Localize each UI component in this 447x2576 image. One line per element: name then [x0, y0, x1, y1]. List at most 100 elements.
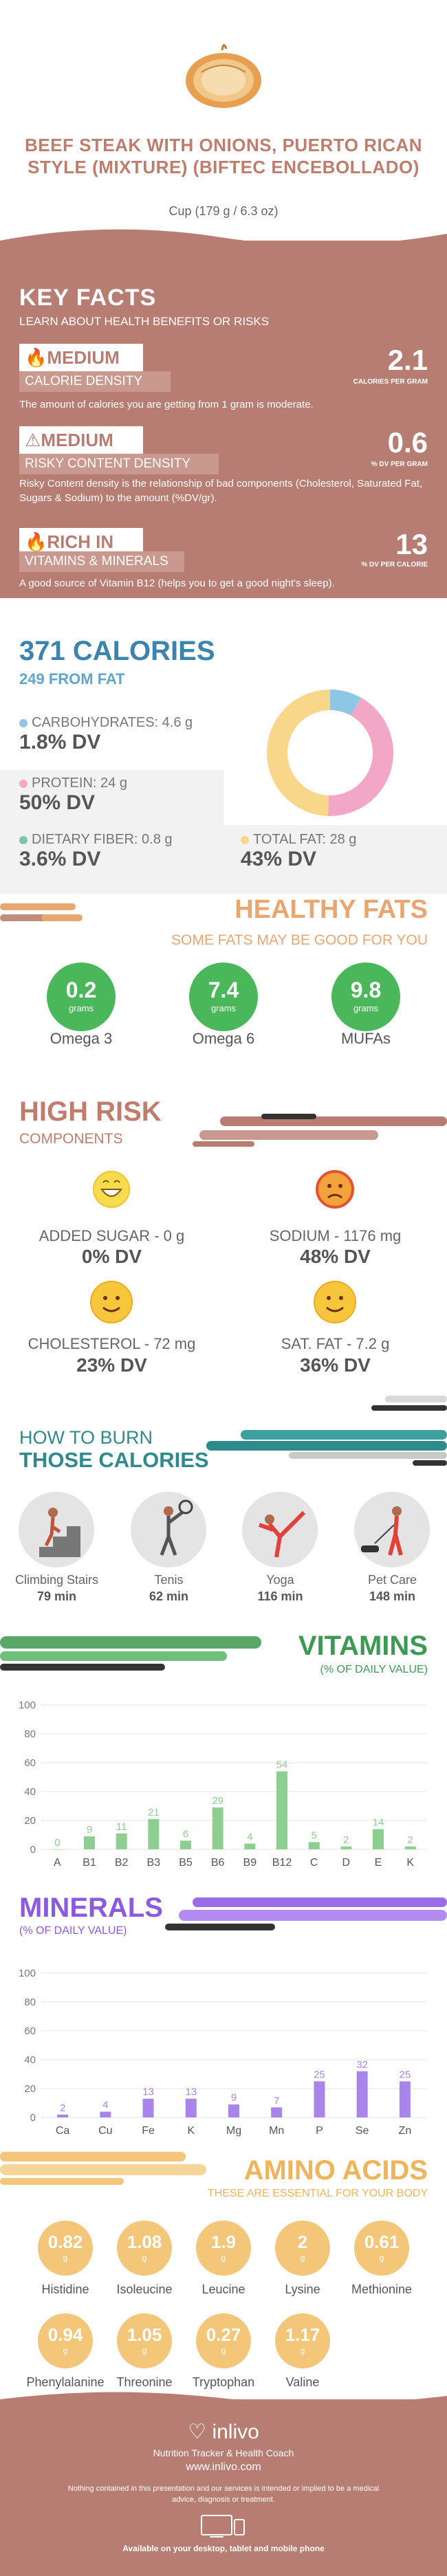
mineral-value-label: 4: [102, 2100, 108, 2111]
vitamin-value-label: 21: [148, 1807, 160, 1818]
mineral-value-label: 2: [60, 2102, 65, 2114]
vitamin-category-label: B5: [179, 1857, 193, 1869]
fiber-dv: 3.6% DV: [19, 848, 101, 870]
amino-label-histidine: Histidine: [41, 2282, 89, 2296]
mineral-bar: [228, 2104, 239, 2117]
vitamin-bar: [340, 1846, 352, 1849]
heart-icon: ♡: [188, 2421, 207, 2443]
yoga-icon: [242, 1492, 318, 1567]
mineral-ytick-label: 20: [24, 2083, 36, 2095]
donut-slice-fat: [266, 690, 330, 816]
tennis-icon: [131, 1492, 206, 1567]
amino-label-threonine: Threonine: [116, 2375, 173, 2389]
burn-title-2: THOSE CALORIES: [19, 1448, 209, 1472]
calorie-density-unit: CALORIES PER GRAM: [353, 378, 428, 386]
warning-icon: ⚠: [25, 430, 41, 450]
vitamin-category-label: A: [54, 1857, 61, 1869]
mineral-category-label: Zn: [399, 2125, 412, 2137]
mineral-ytick-label: 100: [19, 1968, 36, 1979]
page-title: BEEF STEAK WITH ONIONS, PUERTO RICAN STY…: [25, 135, 422, 177]
vitamins-stripes: [0, 1636, 261, 1671]
vitamins-bar-chart: 0 20 40 60 80 100 0 A 9 B1 11 B2 21 B3 6 B5 29 B6 4 B9 54 B12…: [19, 1699, 426, 1869]
amino-stripes: [0, 2152, 206, 2185]
mineral-value-label: 13: [185, 2087, 197, 2098]
onion-image: [186, 44, 261, 108]
risk-stripes: [193, 1114, 447, 1147]
vitamin-bar: [276, 1771, 287, 1849]
amino-title: AMINO ACIDS: [243, 2155, 428, 2186]
fat-dv: 43% DV: [241, 848, 317, 870]
vitamin-ytick-label: 60: [24, 1757, 36, 1769]
amino-subtitle: THESE ARE ESSENTIAL FOR YOUR BODY: [207, 2188, 428, 2199]
mineral-value-label: 9: [231, 2092, 237, 2104]
risky-content-desc: Risky Content density is the relationshi…: [19, 478, 423, 504]
vitamins-subtitle: (% OF DAILY VALUE): [320, 1664, 428, 1675]
smile-face-icon: [314, 1281, 356, 1323]
smile-face-icon: [90, 1281, 133, 1323]
pet-care-value: 148 min: [369, 1589, 416, 1603]
vitamin-value-label: 2: [343, 1834, 349, 1846]
high-risk-title: HIGH RISK: [19, 1097, 162, 1127]
calorie-density-value: 2.1: [387, 344, 428, 376]
vitamin-category-label: B3: [147, 1857, 161, 1869]
risky-content-value: 0.6: [387, 426, 428, 459]
calories-title: 371 CALORIES: [19, 636, 215, 666]
donut-slice-protein: [327, 697, 393, 816]
tennis-label: Tenis: [154, 1573, 184, 1587]
vitamin-bar: [180, 1840, 191, 1849]
mineral-bar: [399, 2081, 411, 2117]
minerals-stripes: [165, 1897, 447, 1930]
footer-wave: [0, 2392, 447, 2413]
vitamins-minerals-label: VITAMINS & MINERALS: [19, 551, 184, 572]
mufa-label: MUFAs: [340, 1030, 391, 1047]
vitamins-minerals-value: 13: [395, 528, 428, 560]
key-facts-section: KEY FACTS LEARN ABOUT HEALTH BENEFITS OR…: [0, 229, 447, 598]
burn-title-1: HOW TO BURN: [19, 1427, 153, 1448]
vitamin-bar: [148, 1818, 160, 1849]
footer-url[interactable]: www.inlivo.com: [186, 2461, 261, 2473]
vitamin-value-label: 2: [407, 1834, 413, 1846]
stairs-label: Climbing Stairs: [14, 1573, 99, 1587]
devices-icon: [201, 2515, 245, 2538]
vitamin-category-label: C: [310, 1857, 318, 1869]
vitamins-title: VITAMINS: [298, 1631, 428, 1661]
amino-circle-histidine: 0.82 g: [38, 2221, 93, 2276]
vitamin-bar: [116, 1833, 127, 1849]
amino-circle-phenylalanine: 0.94 g: [38, 2313, 93, 2368]
sad-face-icon: [316, 1170, 354, 1209]
vitamin-value-label: 54: [276, 1759, 288, 1771]
mineral-ytick-label: 0: [30, 2112, 36, 2124]
cholesterol-dv: 23% DV: [76, 1354, 147, 1376]
mineral-bar: [271, 2107, 283, 2117]
calorie-density-level: 🔥MEDIUM: [19, 344, 143, 371]
mineral-category-label: K: [187, 2125, 195, 2137]
vitamin-value-label: 11: [116, 1821, 127, 1833]
vitamin-ytick-label: 100: [19, 1699, 36, 1711]
vitamin-value-label: 0: [54, 1837, 60, 1849]
high-risk-subtitle: COMPONENTS: [19, 1131, 123, 1147]
vitamin-value-label: 14: [373, 1817, 384, 1829]
vitamin-ytick-label: 20: [24, 1815, 36, 1827]
calorie-density-label: CALORIE DENSITY: [19, 371, 171, 392]
cholesterol-label: CHOLESTEROL - 72 mg: [28, 1335, 196, 1352]
vitamin-bar: [84, 1836, 95, 1849]
flame-icon: 🔥: [25, 531, 47, 552]
vitamin-category-label: B12: [272, 1857, 292, 1869]
mineral-ytick-label: 60: [24, 2025, 36, 2037]
mineral-category-label: Cu: [98, 2125, 112, 2137]
wave-divider: [0, 229, 447, 261]
amino-circle-valine: 1.17 g: [275, 2313, 330, 2368]
mineral-ytick-label: 80: [24, 1996, 36, 2008]
minerals-subtitle: (% OF DAILY VALUE): [19, 1925, 127, 1937]
vitamin-category-label: E: [375, 1857, 382, 1869]
vitamin-category-label: D: [342, 1857, 351, 1869]
vitamins-minerals-desc: A good source of Vitamin B12 (helps you …: [19, 577, 335, 589]
vitamin-bar: [52, 1849, 63, 1850]
vitamin-value-label: 29: [212, 1795, 224, 1807]
amino-circle-isoleucine: 1.08 g: [117, 2221, 172, 2276]
vitamins-minerals-unit: % DV PER CALORIE: [361, 561, 428, 569]
happy-face-icon: [93, 1171, 130, 1208]
added-sugar-label: ADDED SUGAR - 0 g: [39, 1227, 185, 1244]
macro-fat: TOTAL FAT: 28 g 43% DV: [241, 832, 433, 871]
fat-dot: [241, 835, 249, 844]
